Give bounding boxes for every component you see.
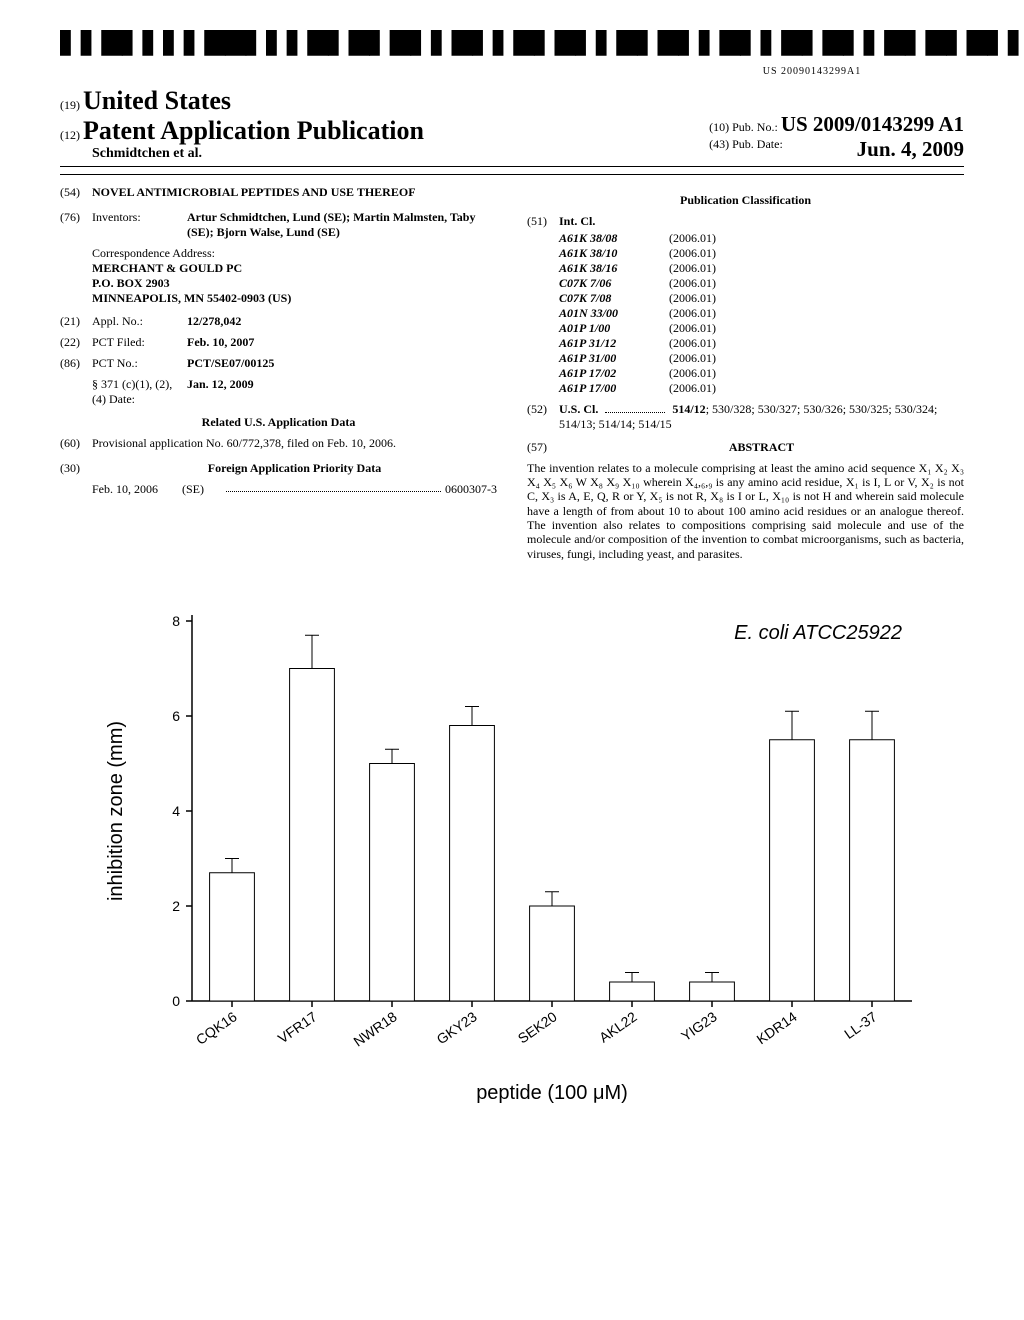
intcl-year: (2006.01) [669, 246, 716, 261]
intcl-row: A61K 38/16(2006.01) [559, 261, 964, 276]
patent-title: NOVEL ANTIMICROBIAL PEPTIDES AND USE THE… [92, 185, 497, 200]
intcl-code: A61P 31/00 [559, 351, 669, 366]
corr-label: Correspondence Address: [92, 246, 497, 261]
pubno: US 2009/0143299 A1 [781, 112, 964, 136]
uscl-num: (52) [527, 402, 559, 432]
svg-text:4: 4 [172, 803, 180, 819]
svg-text:8: 8 [172, 613, 180, 629]
intcl-code: A61K 38/08 [559, 231, 669, 246]
intcl-code: C07K 7/06 [559, 276, 669, 291]
intcl-row: A01P 1/00(2006.01) [559, 321, 964, 336]
corr-l1: MERCHANT & GOULD PC [92, 261, 242, 275]
inventors: Artur Schmidtchen, Lund (SE); Martin Mal… [187, 210, 475, 239]
intcl-row: A61K 38/08(2006.01) [559, 231, 964, 246]
pctfiled-label: PCT Filed: [92, 335, 187, 350]
pubno-prefix: (10) [709, 120, 729, 134]
dotted-leader [226, 482, 441, 493]
header-authors: Schmidtchen et al. [92, 146, 424, 162]
appl-num: (21) [60, 314, 92, 329]
foreign-heading: Foreign Application Priority Data [92, 461, 497, 476]
intcl-year: (2006.01) [669, 276, 716, 291]
appl-label: Appl. No.: [92, 314, 187, 329]
header: (19) United States (12) Patent Applicati… [60, 86, 964, 162]
intcl-label: Int. Cl. [559, 214, 595, 228]
pubclass-heading: Publication Classification [527, 193, 964, 208]
svg-text:inhibition zone (mm): inhibition zone (mm) [105, 721, 127, 901]
intcl-year: (2006.01) [669, 336, 716, 351]
provisional-num: (60) [60, 436, 92, 451]
foreign-appno: 0600307-3 [445, 482, 497, 497]
intcl-code: C07K 7/08 [559, 291, 669, 306]
title-num: (54) [60, 185, 92, 200]
intcl-row: A61P 31/12(2006.01) [559, 336, 964, 351]
intcl-row: C07K 7/08(2006.01) [559, 291, 964, 306]
intcl-num: (51) [527, 214, 559, 229]
intcl-code: A61K 38/16 [559, 261, 669, 276]
intcl-year: (2006.01) [669, 351, 716, 366]
corr-l3: MINNEAPOLIS, MN 55402-0903 (US) [92, 291, 291, 305]
inventors-num: (76) [60, 210, 92, 240]
intcl-row: A61P 31/00(2006.01) [559, 351, 964, 366]
s371-label: § 371 (c)(1), (2), (4) Date: [92, 377, 187, 407]
country: United States [83, 86, 231, 115]
pctno-value: PCT/SE07/00125 [187, 356, 274, 370]
appl-value: 12/278,042 [187, 314, 241, 328]
pubdate-prefix: (43) [709, 137, 729, 151]
intcl-code: A61K 38/10 [559, 246, 669, 261]
intcl-year: (2006.01) [669, 291, 716, 306]
intcl-code: A61P 17/02 [559, 366, 669, 381]
dotted-leader [605, 403, 665, 413]
intcl-year: (2006.01) [669, 381, 716, 396]
chart: 0 2 4 6 8 inhibition zone (mm) E. coli ATCC259… [82, 591, 942, 1115]
foreign-date: Feb. 10, 2006 [92, 482, 182, 497]
intcl-table: A61K 38/08(2006.01)A61K 38/10(2006.01)A6… [559, 231, 964, 396]
intcl-year: (2006.01) [669, 321, 716, 336]
bar-chart: 0 2 4 6 8 inhibition zone (mm) E. coli ATCC259… [82, 591, 942, 1111]
s371-value: Jan. 12, 2009 [187, 377, 254, 391]
intcl-year: (2006.01) [669, 261, 716, 276]
intcl-code: A61P 17/00 [559, 381, 669, 396]
pctfiled-value: Feb. 10, 2007 [187, 335, 254, 349]
pubdate: Jun. 4, 2009 [857, 137, 964, 162]
related-heading: Related U.S. Application Data [60, 415, 497, 430]
inventors-label: Inventors: [92, 210, 187, 240]
svg-text:2: 2 [172, 898, 180, 914]
pubtype: Patent Application Publication [83, 116, 424, 145]
svg-text:E. coli ATCC25922: E. coli ATCC25922 [734, 622, 902, 644]
pctfiled-num: (22) [60, 335, 92, 350]
abstract-num: (57) [527, 440, 559, 455]
intcl-year: (2006.01) [669, 231, 716, 246]
pubno-label: Pub. No.: [732, 120, 778, 134]
foreign-country: (SE) [182, 482, 222, 497]
abstract-label: ABSTRACT [559, 440, 964, 455]
svg-text:6: 6 [172, 708, 180, 724]
intcl-year: (2006.01) [669, 306, 716, 321]
intcl-row: C07K 7/06(2006.01) [559, 276, 964, 291]
barcode-text: US 20090143299A1 [60, 66, 1024, 77]
foreign-num: (30) [60, 461, 92, 476]
intcl-code: A01N 33/00 [559, 306, 669, 321]
pctno-label: PCT No.: [92, 356, 187, 371]
corr-l2: P.O. BOX 2903 [92, 276, 170, 290]
pubdate-label: Pub. Date: [732, 137, 783, 151]
abstract-text: The invention relates to a molecule comp… [527, 461, 964, 562]
provisional-text: Provisional application No. 60/772,378, … [92, 436, 497, 451]
intcl-row: A01N 33/00(2006.01) [559, 306, 964, 321]
intcl-code: A01P 1/00 [559, 321, 669, 336]
svg-text:0: 0 [172, 993, 180, 1009]
pctno-num: (86) [60, 356, 92, 371]
uscl-bold: 514/12 [672, 402, 705, 416]
intcl-code: A61P 31/12 [559, 336, 669, 351]
intcl-row: A61P 17/02(2006.01) [559, 366, 964, 381]
pubtype-prefix: (12) [60, 128, 80, 142]
country-prefix: (19) [60, 98, 80, 112]
barcode-graphic: ▌▌█▌▌▌▌██▌▌▌█▌█▌█▌▌█▌▌█▌█▌▌█▌█▌▌█▌▌█▌█▌▌… [60, 30, 1024, 64]
barcode-block: ▌▌█▌▌▌▌██▌▌▌█▌█▌█▌▌█▌▌█▌█▌▌█▌█▌▌█▌▌█▌█▌▌… [60, 30, 964, 78]
intcl-year: (2006.01) [669, 366, 716, 381]
svg-text:peptide (100 μM): peptide (100 μM) [476, 1082, 628, 1104]
intcl-row: A61K 38/10(2006.01) [559, 246, 964, 261]
intcl-row: A61P 17/00(2006.01) [559, 381, 964, 396]
uscl-label: U.S. Cl. [559, 402, 598, 416]
